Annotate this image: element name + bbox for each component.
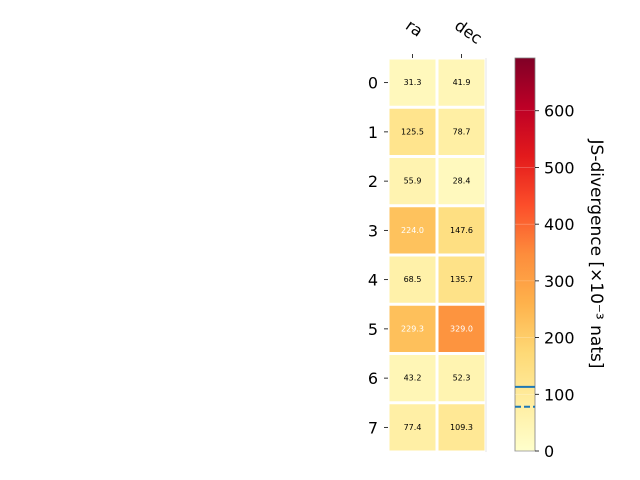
- colorbar-tick-label: 400: [544, 215, 575, 234]
- colorbar-tick-label: 100: [544, 385, 575, 404]
- row-tick-label: 5: [368, 320, 378, 339]
- heatmap-cell: [389, 355, 436, 402]
- cell-value-label: 43.2: [404, 374, 422, 383]
- colorbar-tick-label: 500: [544, 158, 575, 177]
- row-tick-label: 1: [368, 123, 378, 142]
- cell-value-label: 41.9: [453, 78, 471, 87]
- cell-value-label: 329.0: [450, 324, 473, 333]
- heatmap-cell: [389, 207, 436, 254]
- heatmap-cell: [438, 108, 485, 155]
- cell-value-label: 224.0: [401, 226, 424, 235]
- heatmap-cell: [389, 158, 436, 205]
- cell-value-label: 78.7: [453, 127, 471, 136]
- row-tick-label: 4: [368, 271, 378, 290]
- colorbar-ticks: 0 100 200 300 400 500 600: [515, 102, 575, 461]
- column-tick-label: ra: [402, 16, 426, 41]
- colorbar-tick-label: 300: [544, 272, 575, 291]
- colorbar-label: JS-divergence [×10⁻³ nats]: [586, 139, 606, 369]
- heatmap-cell: [438, 158, 485, 205]
- heatmap-cell: [389, 256, 436, 303]
- row-tick-labels: 0 1 2 3 4 5 6 7: [368, 74, 388, 437]
- cell-value-label: 135.7: [450, 275, 473, 284]
- row-tick-label: 0: [368, 74, 378, 93]
- colorbar-tick-label: 600: [544, 102, 575, 121]
- colorbar-reference-lines: [515, 385, 535, 408]
- row-tick-label: 2: [368, 172, 378, 191]
- heatmap-cell: [438, 256, 485, 303]
- cell-value-label: 109.3: [450, 423, 473, 432]
- colorbar: 0 100 200 300 400 500 600 JS-divergence [×10⁻³…: [514, 57, 606, 461]
- heatmap-cell: [389, 108, 436, 155]
- cell-value-label: 77.4: [404, 423, 422, 432]
- cell-value-label: 31.3: [404, 78, 422, 87]
- column-tick-labels: ra dec: [402, 16, 486, 58]
- colorbar-tick-label: 200: [544, 329, 575, 348]
- heatmap-cell: [389, 305, 436, 352]
- row-tick-label: 3: [368, 221, 378, 240]
- cell-value-label: 68.5: [404, 275, 422, 284]
- heatmap-cell: [389, 59, 436, 106]
- heatmap-cell: [438, 305, 485, 352]
- row-tick-label: 6: [368, 369, 378, 388]
- heatmap-cell: [438, 207, 485, 254]
- column-tick-label: dec: [451, 16, 485, 48]
- cell-value-label: 147.6: [450, 226, 473, 235]
- cell-value-label: 229.3: [401, 324, 424, 333]
- colorbar-tick-label: 0: [544, 442, 554, 461]
- heatmap-cell: [438, 355, 485, 402]
- cell-value-label: 28.4: [453, 177, 471, 186]
- cell-value-label: 55.9: [404, 177, 422, 186]
- cell-value-label: 125.5: [401, 127, 424, 136]
- colorbar-gradient: [514, 57, 536, 452]
- heatmap-cell: [438, 59, 485, 106]
- row-tick-label: 7: [368, 418, 378, 437]
- heatmap-cells: 31.3 41.9 125.5 78.7 55.9 28.4 224.0 147.6 68.5 1…: [389, 58, 487, 452]
- heatmap-cell: [438, 404, 485, 451]
- heatmap-cell: [389, 404, 436, 451]
- cell-value-label: 52.3: [453, 374, 471, 383]
